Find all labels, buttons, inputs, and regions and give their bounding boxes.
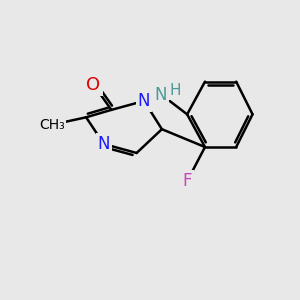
Text: N: N [154, 86, 167, 104]
Text: H: H [169, 83, 181, 98]
Text: F: F [182, 172, 192, 190]
Text: N: N [138, 92, 150, 110]
Text: O: O [86, 76, 100, 94]
Text: CH₃: CH₃ [39, 118, 65, 132]
Text: N: N [98, 135, 110, 153]
